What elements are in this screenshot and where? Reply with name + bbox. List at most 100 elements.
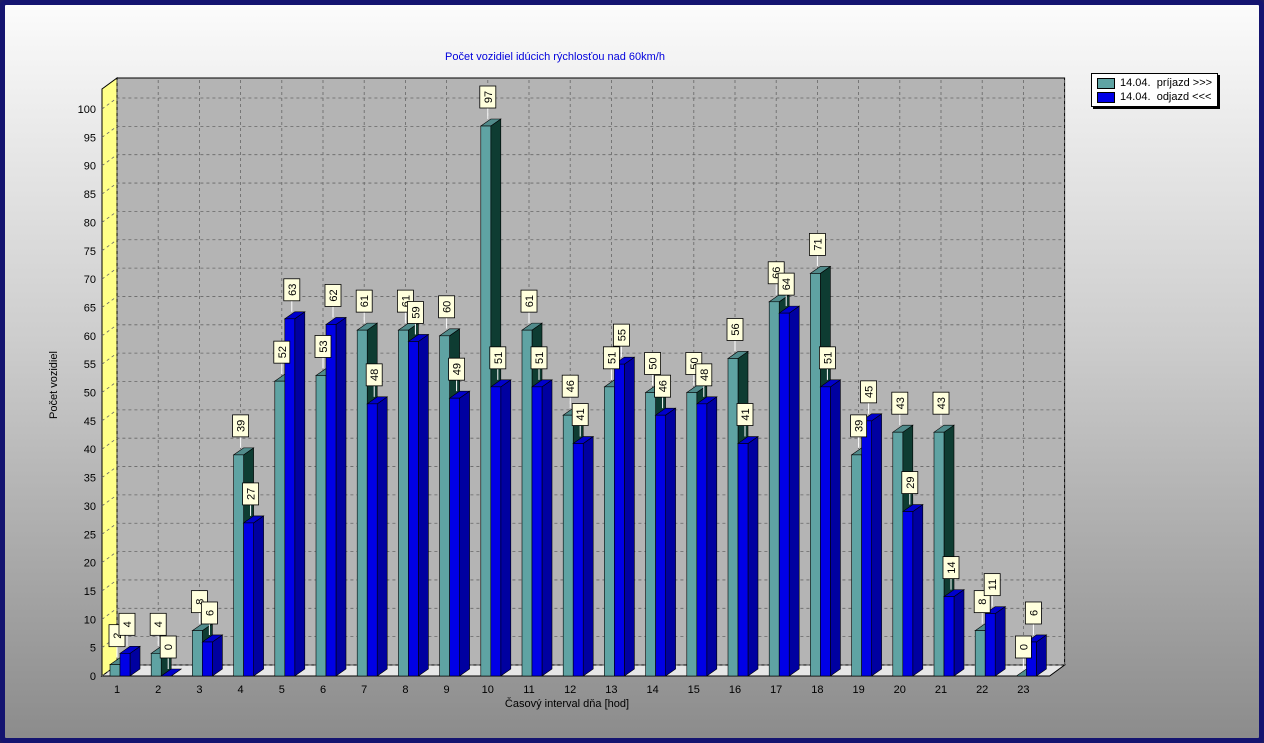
data-label-box bbox=[891, 391, 909, 415]
bar bbox=[274, 380, 286, 677]
bar-side bbox=[500, 379, 512, 677]
chart-canvas: Počet vozidiel idúcich rýchlosťou nad 60… bbox=[5, 5, 1259, 738]
legend-item-departures: 14.04. odjazd <<< bbox=[1097, 91, 1211, 104]
data-label: 51 bbox=[534, 352, 546, 364]
legend-label-departures: 14.04. odjazd <<< bbox=[1120, 91, 1212, 103]
data-label: 61 bbox=[524, 295, 536, 307]
y-tick-label: 30 bbox=[84, 501, 96, 513]
data-label: 6 bbox=[204, 610, 216, 616]
bar bbox=[531, 386, 543, 677]
x-tick-label: 22 bbox=[976, 684, 988, 696]
bar-top bbox=[160, 668, 183, 677]
data-label: 51 bbox=[822, 352, 834, 364]
bar bbox=[902, 511, 914, 677]
x-tick-label: 3 bbox=[196, 684, 202, 696]
data-label: 41 bbox=[740, 408, 752, 420]
data-label: 4 bbox=[122, 621, 134, 627]
data-label: 8 bbox=[977, 599, 989, 605]
bar-side bbox=[788, 305, 800, 677]
data-label-box bbox=[983, 573, 1001, 597]
data-label-box bbox=[438, 295, 456, 319]
bar bbox=[233, 454, 244, 677]
data-label: 46 bbox=[565, 380, 577, 392]
bar-side bbox=[706, 396, 718, 677]
x-tick-label: 12 bbox=[564, 684, 576, 696]
data-label: 39 bbox=[854, 420, 866, 432]
data-label-box bbox=[809, 233, 826, 256]
bar-side bbox=[294, 311, 306, 677]
bar-side bbox=[953, 589, 965, 677]
bar bbox=[480, 125, 492, 677]
y-tick-label: 50 bbox=[84, 388, 96, 400]
data-label: 97 bbox=[483, 91, 495, 103]
data-label-box bbox=[242, 482, 260, 506]
x-axis-label: Časový interval dňa [hod] bbox=[505, 697, 629, 710]
bar bbox=[696, 403, 708, 677]
y-tick-label: 100 bbox=[78, 104, 96, 116]
y-tick-label: 10 bbox=[84, 614, 96, 626]
bar bbox=[984, 613, 996, 677]
data-label: 49 bbox=[452, 363, 464, 375]
x-tick-label: 4 bbox=[238, 684, 244, 696]
x-tick-label: 15 bbox=[688, 684, 700, 696]
bar-side bbox=[541, 379, 553, 677]
data-label-box bbox=[489, 346, 507, 370]
data-label-box bbox=[777, 272, 795, 296]
data-label: 64 bbox=[781, 278, 793, 290]
side-wall bbox=[101, 77, 118, 677]
legend-swatch-arrivals bbox=[1097, 77, 1115, 89]
y-tick-label: 70 bbox=[84, 274, 96, 286]
gridline-y bbox=[101, 324, 1065, 337]
data-label: 53 bbox=[318, 340, 330, 352]
data-label: 51 bbox=[606, 352, 618, 364]
bar bbox=[861, 420, 872, 677]
bar bbox=[243, 522, 254, 677]
x-tick-label: 21 bbox=[935, 684, 947, 696]
data-label: 55 bbox=[616, 329, 628, 341]
data-label-box bbox=[819, 346, 836, 370]
x-tick-label: 10 bbox=[482, 684, 494, 696]
y-tick-label: 45 bbox=[84, 416, 96, 428]
y-axis-label: Počet vozidiel bbox=[48, 351, 60, 419]
x-tick-label: 13 bbox=[605, 684, 617, 696]
data-label: 39 bbox=[236, 420, 248, 432]
x-tick-label: 19 bbox=[852, 684, 864, 696]
data-label-box bbox=[365, 363, 383, 387]
data-label: 6 bbox=[1028, 610, 1040, 616]
data-label-box bbox=[314, 335, 332, 358]
data-label-box bbox=[973, 590, 991, 614]
y-tick-label: 25 bbox=[84, 529, 96, 541]
bar-side bbox=[747, 435, 759, 677]
bar bbox=[892, 431, 904, 677]
y-tick-label: 5 bbox=[90, 643, 96, 655]
data-label-box bbox=[1015, 635, 1032, 659]
data-label: 2 bbox=[112, 633, 124, 639]
bar bbox=[737, 443, 749, 677]
data-label-box bbox=[324, 284, 342, 307]
data-label: 63 bbox=[287, 284, 299, 296]
bar bbox=[315, 375, 327, 677]
data-label: 8 bbox=[194, 599, 206, 605]
bar bbox=[727, 358, 739, 677]
data-label: 50 bbox=[648, 357, 660, 369]
data-label-box bbox=[942, 556, 960, 580]
data-label: 59 bbox=[410, 306, 422, 318]
data-label-box bbox=[613, 323, 630, 347]
bar bbox=[614, 363, 625, 677]
bar bbox=[109, 664, 121, 677]
chart-legend: 14.04. príjazd >>> 14.04. odjazd <<< bbox=[1091, 73, 1218, 107]
y-tick-label: 85 bbox=[84, 189, 96, 201]
data-label: 52 bbox=[277, 346, 289, 358]
bar bbox=[356, 329, 368, 677]
legend-swatch-departures bbox=[1097, 91, 1115, 103]
bar-side bbox=[871, 413, 882, 677]
chart-title: Počet vozidiel idúcich rýchlosťou nad 60… bbox=[445, 51, 665, 63]
y-tick-label: 35 bbox=[84, 473, 96, 485]
data-label: 43 bbox=[936, 397, 948, 409]
data-label-box bbox=[901, 471, 919, 494]
bar-side bbox=[582, 435, 594, 677]
gridline-y bbox=[101, 352, 1065, 365]
bar-side bbox=[624, 356, 635, 677]
bar bbox=[778, 312, 790, 677]
data-label: 61 bbox=[359, 295, 371, 307]
